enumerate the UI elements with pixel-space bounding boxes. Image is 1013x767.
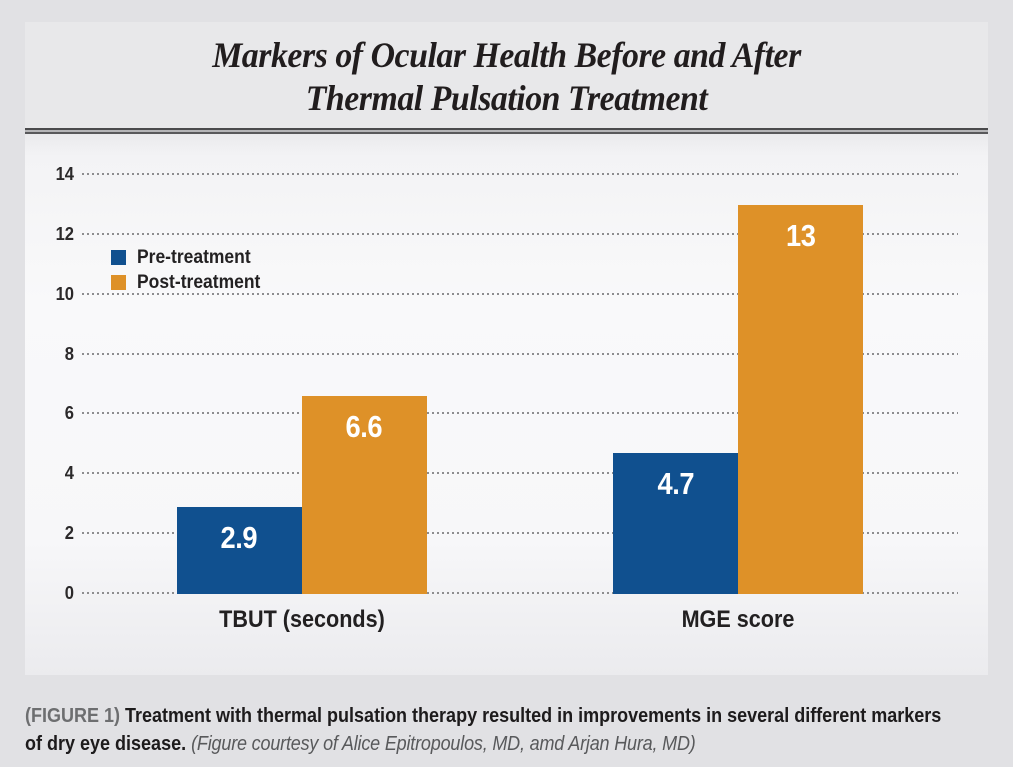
y-tick-label-8: 8 [64, 343, 74, 364]
y-tick-label-4: 4 [64, 463, 74, 484]
category-label-mge-score: MGE score [681, 606, 795, 633]
figure-caption: (FIGURE 1) Treatment with thermal pulsat… [25, 702, 997, 758]
gridline-y-8 [82, 352, 958, 355]
gridline-y-6 [82, 412, 958, 415]
caption-text-line2: of dry eye disease. [25, 733, 187, 755]
figure-tag: (FIGURE 1) [25, 705, 121, 727]
y-tick-label-14: 14 [55, 163, 74, 184]
legend-label-post-treatment: Post-treatment [137, 271, 261, 293]
bar-pre-treatment-mge-score: 4.7 [613, 453, 738, 594]
chart-title-line2: Thermal Pulsation Treatment [305, 78, 708, 118]
caption-courtesy: (Figure courtesy of Alice Epitropoulos, … [191, 733, 696, 755]
chart-title-line1: Markers of Ocular Health Before and Afte… [212, 35, 801, 75]
bar-value-pre-treatment-mge-score: 4.7 [657, 466, 694, 502]
y-tick-label-10: 10 [55, 283, 74, 304]
bar-value-post-treatment-tbut-seconds: 6.6 [345, 409, 383, 445]
legend: Pre-treatment Post-treatment [111, 245, 271, 295]
bar-value-post-treatment-mge-score: 13 [785, 217, 816, 253]
gridline-y-12 [82, 232, 958, 235]
title-divider-rule [25, 128, 988, 134]
category-label-tbut-seconds: TBUT (seconds) [218, 606, 385, 633]
legend-swatch-pre-treatment [111, 250, 126, 265]
gridline-y-10 [82, 292, 958, 295]
bar-post-treatment-tbut-seconds: 6.6 [301, 396, 427, 594]
caption-text-line1: Treatment with thermal pulsation therapy… [125, 705, 942, 727]
bar-pre-treatment-tbut-seconds: 2.9 [176, 507, 302, 594]
chart-title: Markers of Ocular Health Before and Afte… [54, 34, 959, 120]
legend-label-pre-treatment: Pre-treatment [137, 246, 251, 268]
y-tick-label-0: 0 [64, 583, 74, 603]
legend-item-pre-treatment: Pre-treatment [111, 245, 271, 270]
legend-item-post-treatment: Post-treatment [111, 270, 271, 295]
gridline-y-4 [82, 472, 958, 475]
gridline-y-0 [82, 592, 958, 594]
gridline-y-14 [82, 172, 958, 175]
bar-post-treatment-mge-score: 13 [738, 204, 863, 594]
bar-value-pre-treatment-tbut-seconds: 2.9 [220, 520, 258, 556]
y-tick-label-6: 6 [64, 403, 74, 424]
legend-swatch-post-treatment [111, 275, 126, 290]
y-tick-label-2: 2 [64, 523, 74, 544]
gridline-y-2 [82, 532, 958, 535]
y-tick-label-12: 12 [55, 223, 74, 244]
